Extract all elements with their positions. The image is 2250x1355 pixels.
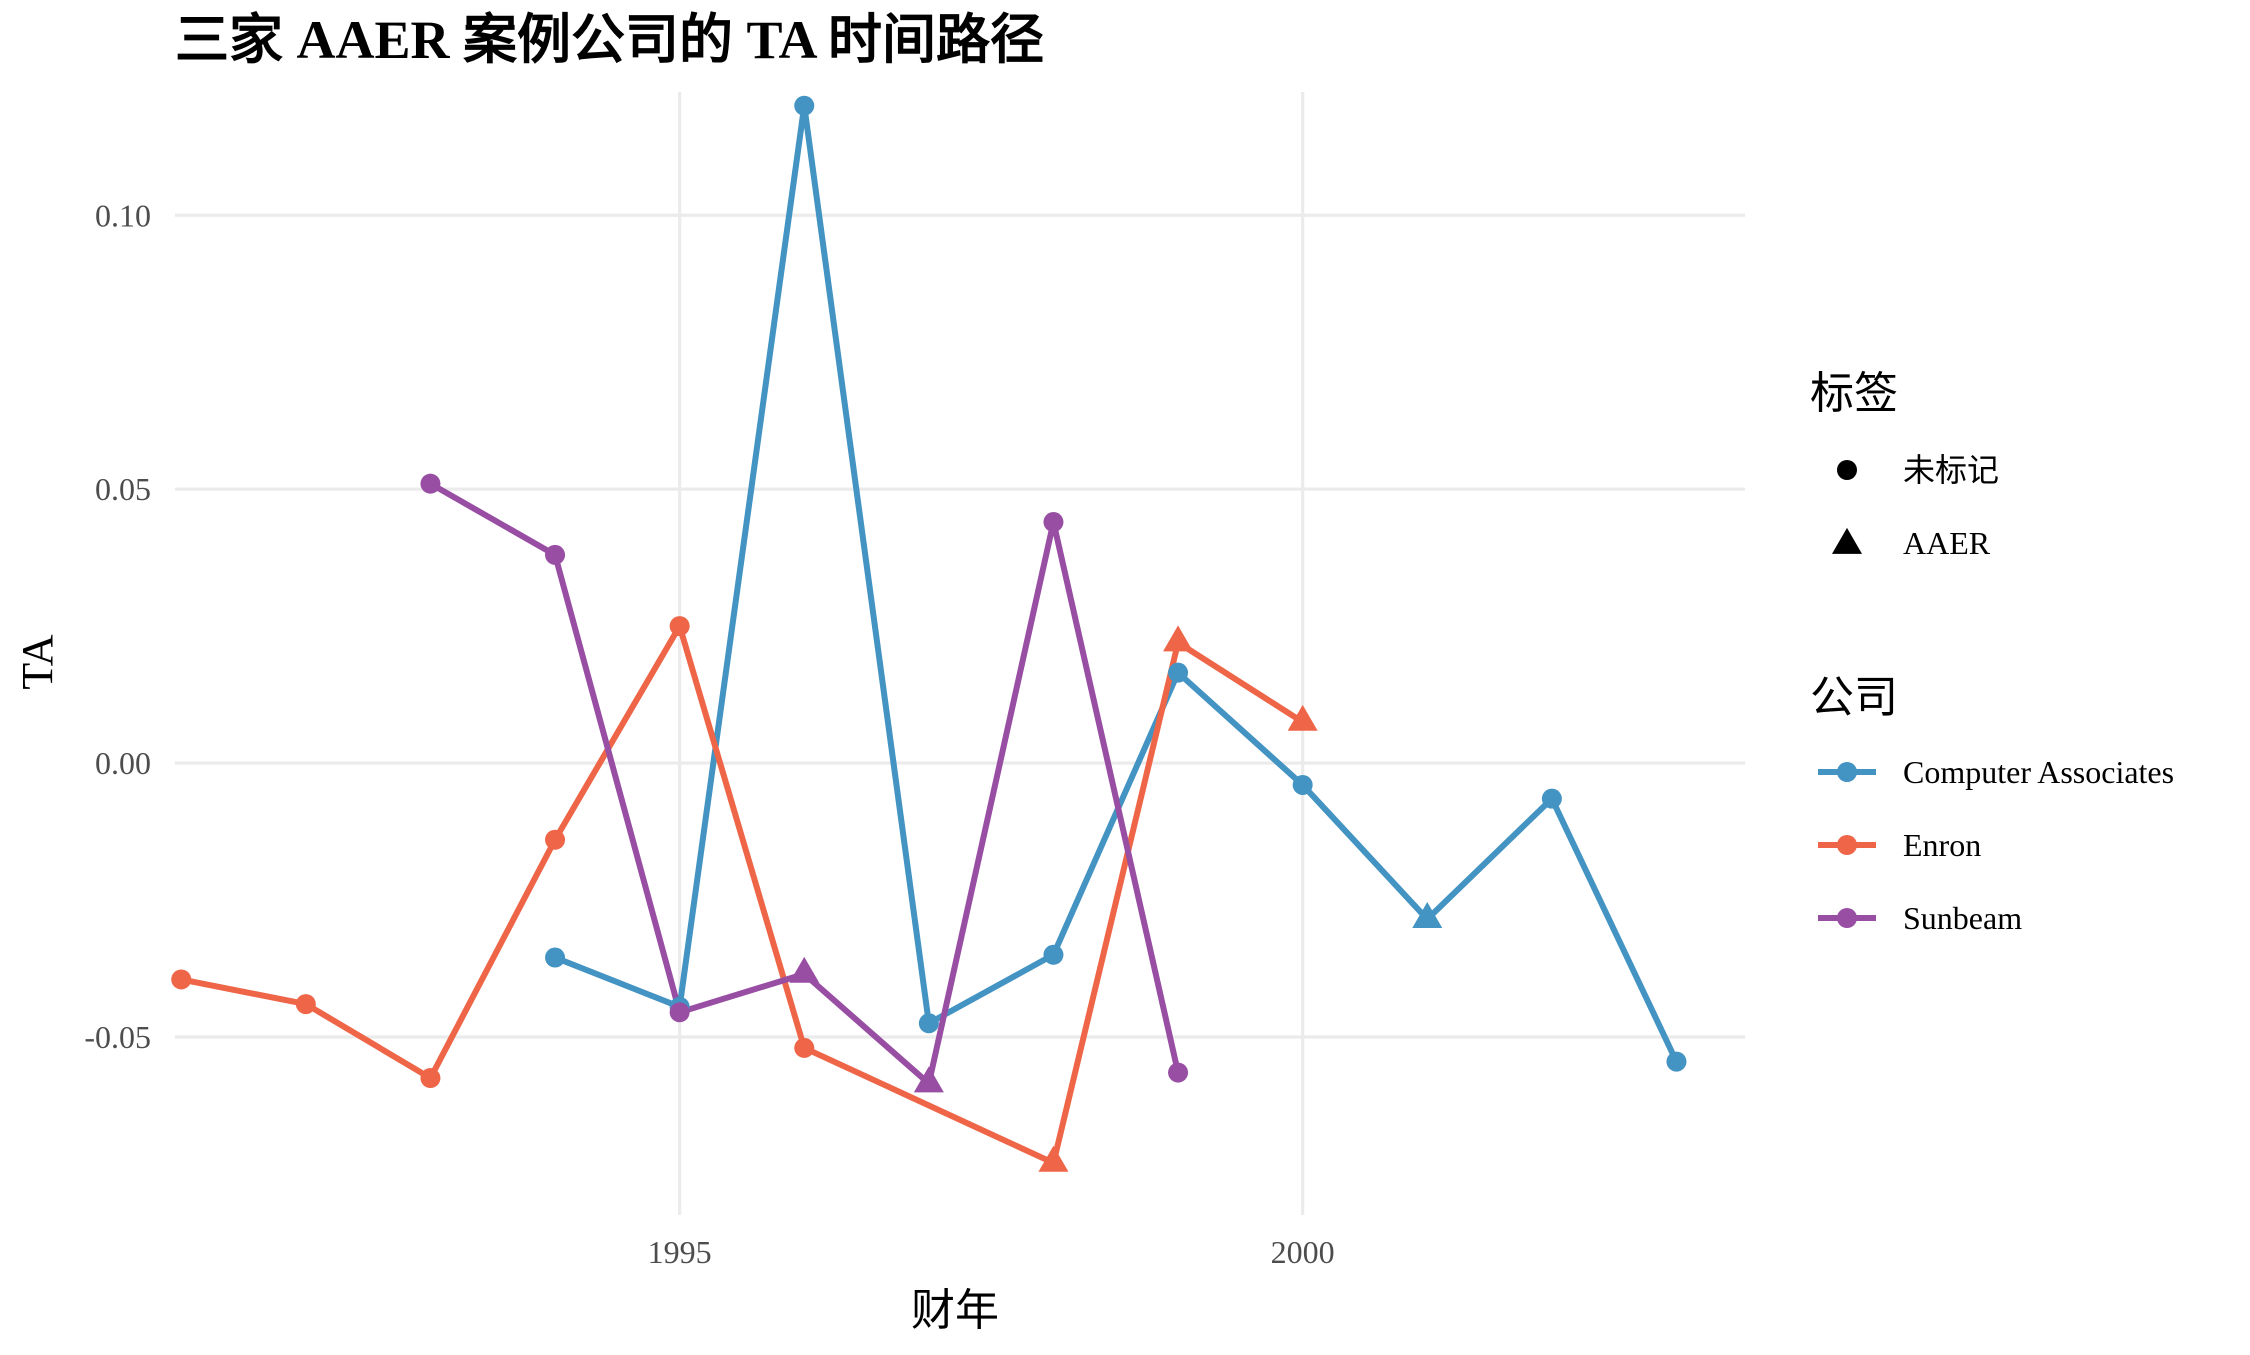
triangle-point-sunbeam xyxy=(913,1066,944,1093)
y-tick-label: 0.10 xyxy=(95,197,151,233)
legend-color-label: Computer Associates xyxy=(1903,754,2174,790)
circle-point-computer-associates xyxy=(1043,944,1064,965)
legend: 标签 未标记 AAER 公司 Computer Associates Enron Su… xyxy=(1810,369,2174,936)
circle-point-enron xyxy=(545,829,566,850)
triangle-point-sunbeam xyxy=(789,956,820,983)
y-tick-label: -0.05 xyxy=(84,1019,151,1055)
triangle-point-enron xyxy=(1038,1145,1069,1172)
y-axis-title: TA xyxy=(13,634,62,689)
circle-point-computer-associates xyxy=(1168,662,1189,683)
legend-color-title: 公司 xyxy=(1810,673,1898,722)
x-tick-label: 2000 xyxy=(1271,1234,1335,1270)
legend-shape-label: AAER xyxy=(1903,525,1991,561)
circle-point-sunbeam xyxy=(420,473,441,494)
legend-shape-items: 未标记 AAER xyxy=(1832,452,1999,561)
y-tick-label: 0.00 xyxy=(95,745,151,781)
circle-point-computer-associates xyxy=(1541,788,1562,809)
chart-title: 三家 AAER 案例公司的 TA 时间路径 xyxy=(175,10,1044,70)
series-line-computer-associates xyxy=(553,102,1680,1063)
data-points xyxy=(171,95,1687,1172)
circle-point-enron xyxy=(794,1037,815,1058)
x-tick-label: 1995 xyxy=(648,1234,712,1270)
triangle-point-enron xyxy=(1287,704,1318,731)
circle-point-computer-associates xyxy=(545,947,566,968)
series-line-sunbeam xyxy=(428,481,1181,1087)
y-tick-label: 0.05 xyxy=(95,471,151,507)
circle-point-enron xyxy=(171,969,192,990)
legend-color-dot xyxy=(1837,835,1857,855)
y-axis-tick-labels: -0.05 0.00 0.05 0.10 xyxy=(84,197,151,1055)
series-line-enron xyxy=(180,623,1305,1166)
circle-point-enron xyxy=(669,616,690,637)
x-axis-tick-labels: 1995 2000 xyxy=(648,1234,1335,1270)
legend-color-dot xyxy=(1837,762,1857,782)
x-axis-title: 财年 xyxy=(911,1286,999,1335)
grid-lines xyxy=(175,92,1745,1215)
triangle-point-enron xyxy=(1163,625,1194,652)
circle-point-sunbeam xyxy=(1168,1062,1189,1083)
circle-point-computer-associates xyxy=(918,1013,939,1034)
legend-triangle-key xyxy=(1832,527,1862,554)
circle-point-computer-associates xyxy=(1292,774,1313,795)
circle-point-sunbeam xyxy=(545,544,566,565)
legend-color-label: Sunbeam xyxy=(1903,900,2022,936)
legend-circle-key xyxy=(1837,460,1857,480)
legend-color-items: Computer Associates Enron Sunbeam xyxy=(1818,754,2174,936)
legend-shape-label: 未标记 xyxy=(1903,452,1999,488)
circle-point-sunbeam xyxy=(1043,512,1064,533)
legend-shape-title: 标签 xyxy=(1810,369,1898,418)
legend-color-label: Enron xyxy=(1903,827,1981,863)
series-lines xyxy=(180,102,1680,1166)
circle-point-enron xyxy=(295,994,316,1015)
circle-point-sunbeam xyxy=(669,1002,690,1023)
circle-point-enron xyxy=(420,1068,441,1089)
circle-point-computer-associates xyxy=(794,95,815,116)
circle-point-computer-associates xyxy=(1666,1051,1687,1072)
triangle-point-computer-associates xyxy=(1412,902,1443,929)
legend-color-dot xyxy=(1837,908,1857,928)
